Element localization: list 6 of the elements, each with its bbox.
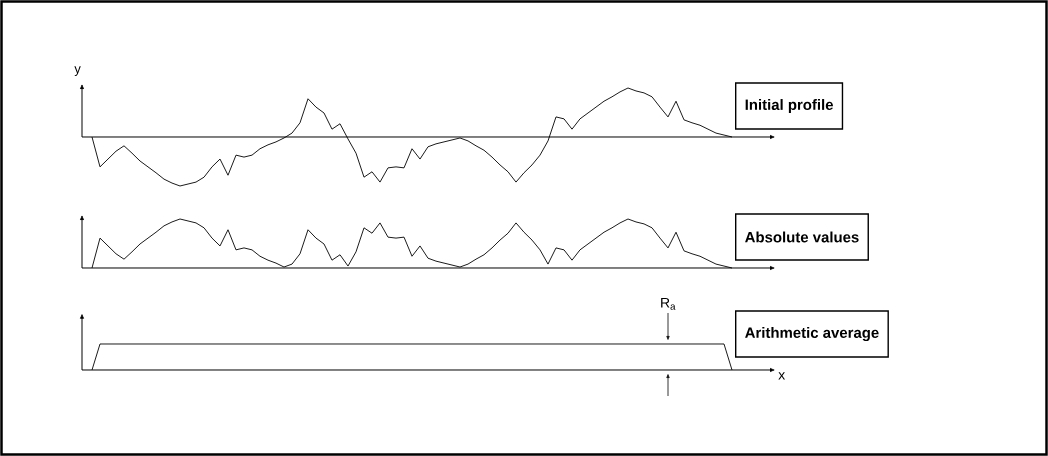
text: Arithmetic average: [745, 327, 879, 341]
x-axis-title: x: [778, 372, 786, 380]
text: Initial profile: [745, 99, 833, 113]
text: Absolute values: [745, 231, 859, 243]
y-axis-title: y: [74, 66, 81, 76]
text: R$_{a}$: [661, 297, 676, 310]
